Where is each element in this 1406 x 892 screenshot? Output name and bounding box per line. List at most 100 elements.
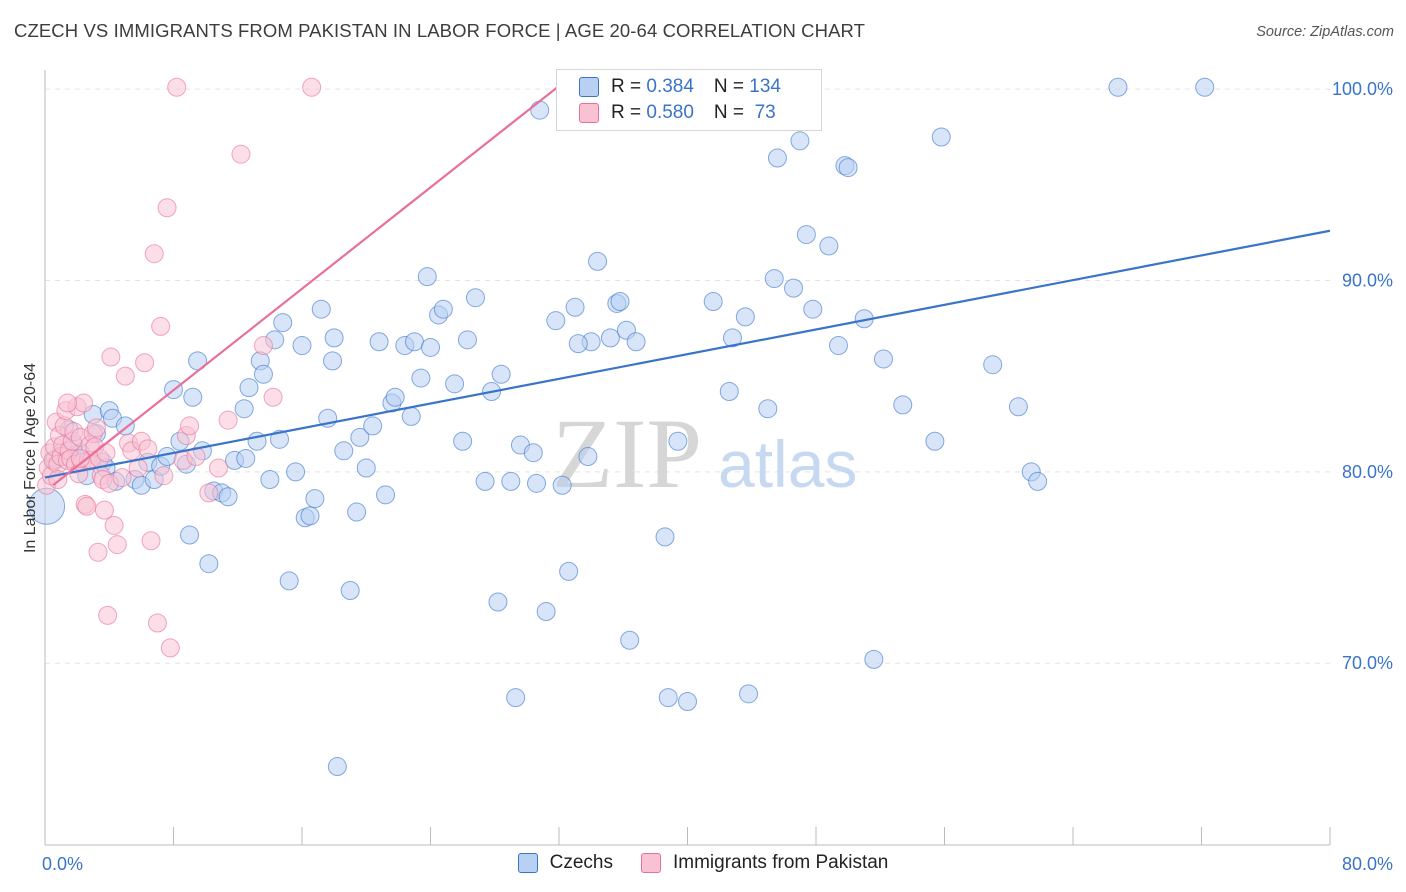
czech-point bbox=[457, 330, 477, 350]
czechs-swatch-icon bbox=[517, 853, 538, 873]
czech-point bbox=[703, 292, 723, 312]
czech-point bbox=[453, 431, 473, 451]
czech-point bbox=[292, 336, 312, 356]
pakistan-swatch-icon bbox=[640, 853, 661, 873]
czech-point bbox=[411, 368, 431, 388]
legend-label-pakistan: Immigrants from Pakistan bbox=[672, 852, 889, 873]
czech-point bbox=[678, 691, 697, 711]
czech-point bbox=[363, 416, 383, 436]
czech-point bbox=[350, 427, 370, 447]
czech-point bbox=[739, 684, 759, 704]
czech-point bbox=[183, 387, 203, 407]
czech-point bbox=[655, 527, 675, 547]
czech-point bbox=[873, 349, 893, 369]
czech-point bbox=[735, 307, 755, 327]
legend-n-value: 73 bbox=[749, 102, 776, 123]
pakistan-trend-line bbox=[52, 86, 559, 487]
czech-point bbox=[565, 297, 585, 317]
czechs-swatch-icon bbox=[579, 77, 599, 97]
czech-point bbox=[239, 378, 259, 398]
czech-point bbox=[475, 471, 495, 491]
czech-point bbox=[421, 337, 440, 357]
series-legend: Czechs Immigrants from Pakistan bbox=[0, 852, 1406, 874]
stats-legend: R = 0.384 N = 134 R = 0.580 N = 73 bbox=[556, 69, 822, 131]
pakistan-point bbox=[86, 418, 106, 438]
czech-point bbox=[465, 288, 485, 308]
czech-point bbox=[767, 148, 787, 168]
czech-point bbox=[199, 554, 219, 574]
legend-row-pakistan: R = 0.580 N = 73 bbox=[579, 100, 776, 126]
czech-point bbox=[488, 592, 508, 612]
pakistan-point bbox=[263, 387, 283, 407]
czech-point bbox=[1108, 77, 1128, 97]
pakistan-point bbox=[138, 439, 158, 459]
pakistan-point bbox=[144, 244, 164, 264]
pakistan-point bbox=[96, 443, 116, 463]
czech-point bbox=[347, 502, 367, 522]
x-tick-label: 0.0% bbox=[42, 854, 83, 874]
czech-point bbox=[536, 602, 556, 622]
pakistan-point bbox=[104, 515, 124, 535]
pakistan-swatch-icon bbox=[579, 103, 599, 123]
czech-point bbox=[893, 395, 913, 415]
czech-point bbox=[546, 311, 566, 331]
legend-n-label: N = bbox=[713, 76, 750, 97]
pakistan-point bbox=[112, 468, 132, 488]
czech-point bbox=[626, 332, 646, 352]
y-tick-label: 100.0% bbox=[1332, 79, 1393, 99]
czech-point bbox=[323, 351, 343, 371]
czech-point bbox=[311, 299, 331, 319]
y-tick-label: 80.0% bbox=[1342, 462, 1393, 482]
czech-point bbox=[620, 630, 640, 650]
trend-layer bbox=[44, 86, 1331, 487]
pakistan-point bbox=[154, 466, 174, 486]
pakistan-point bbox=[70, 448, 90, 468]
czech-point bbox=[523, 443, 543, 463]
pakistan-point bbox=[135, 353, 155, 373]
czech-point bbox=[983, 355, 1003, 375]
czech-point bbox=[1028, 471, 1048, 491]
pakistan-point bbox=[107, 535, 127, 555]
czech-point bbox=[279, 571, 299, 591]
czech-point bbox=[610, 292, 630, 312]
pakistan-point bbox=[57, 393, 77, 413]
czech-point bbox=[931, 127, 951, 147]
pakistan-point bbox=[98, 605, 118, 625]
label-layer: 100.0% 90.0% 80.0% 70.0% 0.0% 80.0% bbox=[42, 79, 1393, 874]
czech-point bbox=[327, 757, 347, 777]
pakistan-point bbox=[94, 500, 114, 520]
pakistan-point bbox=[302, 77, 322, 97]
czech-point bbox=[527, 473, 547, 493]
legend-r-value: 0.580 bbox=[646, 102, 694, 123]
pakistan-point bbox=[147, 613, 167, 633]
pakistan-point bbox=[167, 77, 187, 97]
pakistan-point bbox=[180, 416, 200, 436]
czech-point bbox=[784, 278, 804, 298]
source-label: Source: ZipAtlas.com bbox=[1256, 24, 1394, 40]
czech-point bbox=[236, 448, 256, 468]
czech-point bbox=[819, 236, 839, 256]
czech-point bbox=[356, 458, 376, 478]
legend-item-pakistan: Immigrants from Pakistan bbox=[640, 852, 889, 874]
pakistan-point bbox=[101, 347, 121, 367]
czech-trend-line bbox=[44, 229, 1331, 479]
legend-label-czechs: Czechs bbox=[549, 852, 613, 873]
czech-point bbox=[764, 269, 784, 289]
czech-point bbox=[658, 688, 678, 708]
czech-point bbox=[668, 431, 688, 451]
pakistan-point bbox=[218, 410, 238, 430]
grid-layer bbox=[45, 88, 1330, 664]
czech-point bbox=[404, 332, 424, 352]
czech-point bbox=[445, 374, 465, 394]
pakistan-point bbox=[160, 638, 180, 658]
czech-point bbox=[588, 251, 608, 271]
czech-point bbox=[376, 485, 396, 505]
x-tick-label: 80.0% bbox=[1342, 854, 1393, 874]
czech-point bbox=[234, 399, 254, 419]
czech-point bbox=[334, 441, 354, 461]
pakistan-point bbox=[151, 316, 171, 336]
czech-point bbox=[559, 561, 579, 581]
czech-point bbox=[273, 313, 293, 333]
pakistan-point bbox=[115, 366, 135, 386]
legend-item-czechs: Czechs bbox=[517, 852, 613, 874]
